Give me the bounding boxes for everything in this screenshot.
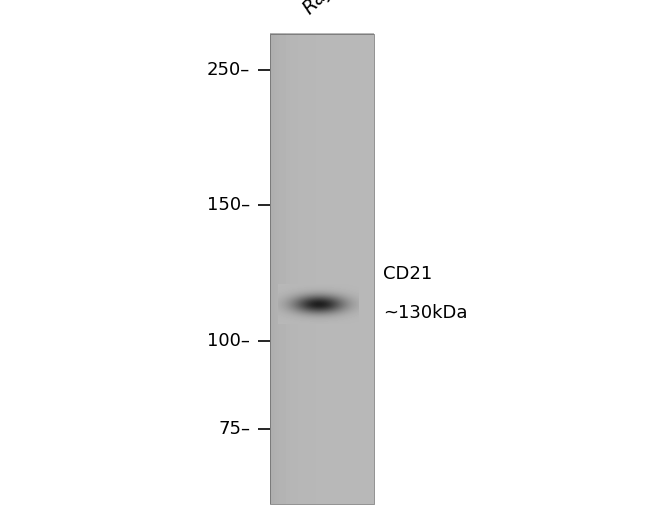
Text: 250–: 250–	[207, 61, 250, 79]
Text: CD21: CD21	[384, 265, 433, 283]
Text: Raji: Raji	[299, 0, 338, 18]
Text: 100–: 100–	[207, 332, 250, 349]
Bar	[270, 34, 374, 504]
Text: 75–: 75–	[218, 420, 250, 438]
Text: 150–: 150–	[207, 197, 250, 214]
Bar	[270, 34, 374, 504]
Text: ~130kDa: ~130kDa	[384, 304, 468, 322]
